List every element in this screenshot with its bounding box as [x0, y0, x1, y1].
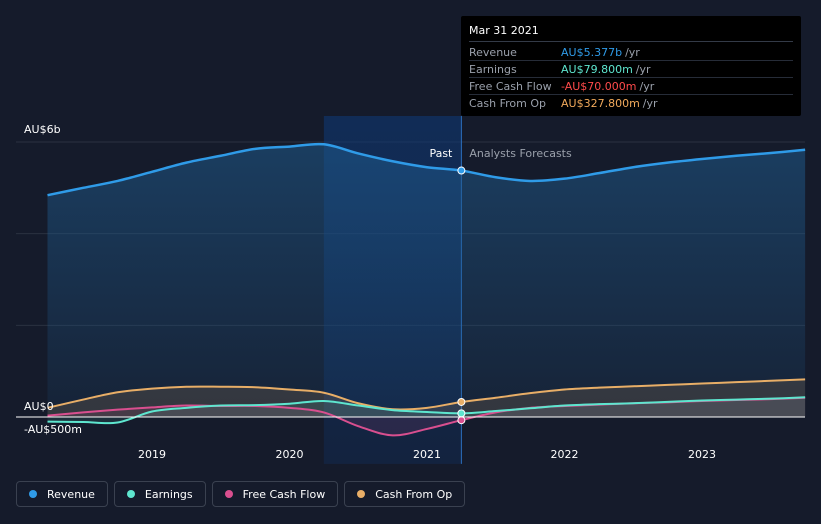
tooltip-unit: /yr	[639, 79, 655, 93]
tooltip-value: AU$5.377b	[561, 45, 623, 59]
tooltip-unit: /yr	[635, 62, 651, 76]
y-tick-label: AU$6b	[24, 123, 61, 136]
line-cash-from-op	[47, 378, 806, 411]
area-cash-from-op	[47, 379, 806, 417]
tooltip-date: Mar 31 2021	[469, 24, 793, 42]
tooltip-unit: /yr	[625, 45, 640, 59]
tooltip-row-free-cash-flow: Free Cash Flow -AU$70.000m /yr	[469, 78, 793, 95]
tooltip-row-cash-from-op: Cash From Op AU$327.800m /yr	[469, 95, 793, 111]
tooltip-value: -AU$70.000m	[561, 79, 637, 93]
legend-dot-icon	[29, 490, 37, 498]
tooltip-label: Free Cash Flow	[469, 79, 552, 93]
legend-label: Free Cash Flow	[242, 487, 326, 501]
x-axis-labels: 2019 2020 2021 2022 2023	[138, 448, 716, 461]
area-revenue	[47, 144, 806, 417]
legend-dot-icon	[357, 490, 366, 498]
tooltip-row-earnings: Earnings AU$79.800m /yr	[469, 61, 793, 78]
x-tick-label: 2019	[138, 448, 166, 461]
legend-item-revenue[interactable]: Revenue	[16, 481, 108, 507]
tooltip-label: Cash From Op	[469, 96, 547, 110]
y-axis-labels: AU$6b AU$0 -AU$500m	[24, 123, 82, 436]
tooltip-value: AU$327.800m	[561, 96, 640, 110]
legend-label: Cash From Op	[375, 487, 453, 501]
series-lines	[47, 142, 806, 437]
y-tick-label: -AU$500m	[24, 423, 82, 436]
series-markers	[457, 166, 466, 425]
tooltip-row-revenue: Revenue AU$5.377b /yr	[469, 44, 793, 61]
tooltip-value: AU$79.800m	[561, 62, 633, 76]
tooltip-label: Revenue	[469, 45, 517, 59]
legend: Revenue Earnings Free Cash Flow Cash Fro…	[16, 481, 466, 507]
legend-dot-icon	[224, 490, 233, 498]
series-areas	[47, 144, 806, 436]
marker-free-cash-flow	[457, 416, 466, 425]
forecast-label: Analysts Forecasts	[469, 147, 572, 160]
marker-cash-from-op	[457, 397, 466, 406]
legend-label: Revenue	[47, 487, 95, 501]
area-free-cash-flow	[47, 397, 806, 436]
x-tick-label: 2023	[688, 448, 716, 461]
tooltip: Mar 31 2021 Revenue AU$5.377b /yr Earnin…	[461, 16, 801, 116]
x-tick-label: 2021	[413, 448, 441, 461]
legend-label: Earnings	[144, 487, 193, 501]
tooltip-unit: /yr	[642, 96, 658, 110]
tooltip-label: Earnings	[469, 62, 517, 76]
legend-item-cash-from-op[interactable]: Cash From Op	[344, 481, 466, 507]
y-tick-label: AU$0	[24, 400, 54, 413]
line-revenue	[47, 142, 806, 197]
x-tick-label: 2020	[276, 448, 304, 461]
legend-dot-icon	[126, 490, 135, 498]
legend-item-free-cash-flow[interactable]: Free Cash Flow	[211, 481, 339, 507]
legend-item-earnings[interactable]: Earnings	[113, 481, 206, 507]
marker-revenue	[457, 166, 466, 175]
line-earnings	[47, 396, 806, 425]
past-label: Past	[429, 147, 453, 160]
x-tick-label: 2022	[551, 448, 579, 461]
marker-earnings	[457, 409, 466, 418]
